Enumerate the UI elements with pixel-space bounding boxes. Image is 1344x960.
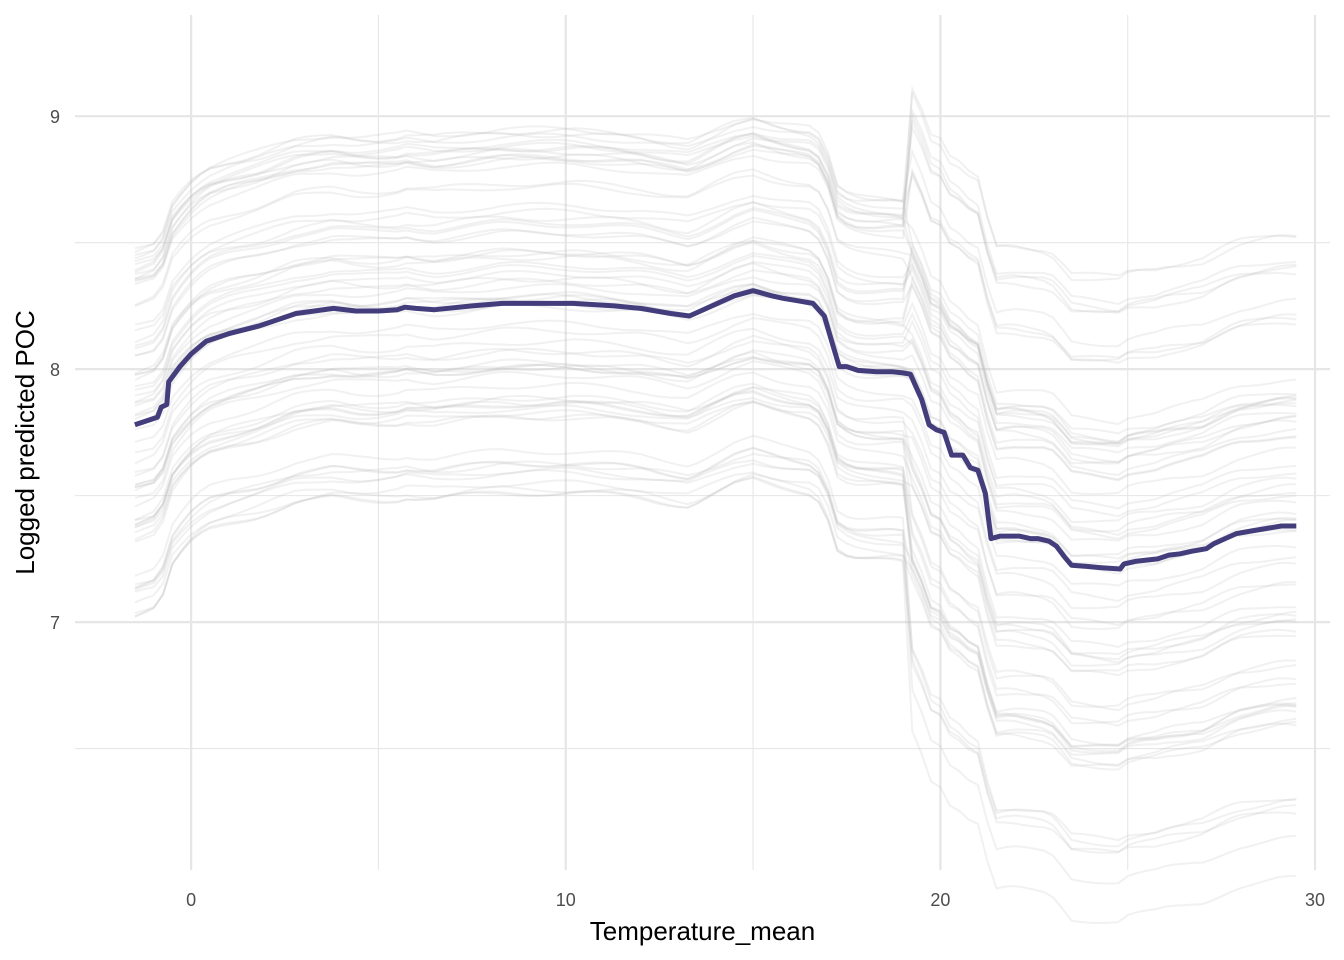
ice-line — [134, 294, 1297, 575]
ice-line — [134, 123, 1297, 314]
tick-labels: 0 10 20 30 7 8 9 — [50, 107, 1325, 910]
y-tick-label: 8 — [50, 360, 60, 380]
ice-line — [134, 400, 1297, 747]
ice-line — [134, 92, 1297, 282]
ice-line — [134, 401, 1297, 748]
ice-line — [134, 141, 1297, 362]
ice-line — [134, 133, 1297, 445]
ice-lines — [134, 85, 1297, 925]
ice-line — [134, 236, 1297, 477]
ice-line — [134, 216, 1297, 443]
ice-line — [134, 340, 1297, 627]
ice-line — [134, 111, 1297, 313]
ice-line — [134, 220, 1297, 481]
ice-line — [134, 360, 1297, 712]
y-axis-title: Logged predicted POC — [10, 310, 40, 575]
ice-line — [134, 282, 1297, 557]
ice-line — [134, 148, 1297, 445]
ice-line — [134, 168, 1297, 446]
ice-line — [134, 473, 1297, 767]
ice-line — [134, 260, 1297, 518]
average-line — [134, 288, 1297, 572]
x-tick-label: 0 — [186, 890, 196, 910]
ice-line — [134, 252, 1297, 510]
ice-line — [134, 350, 1297, 631]
x-tick-label: 30 — [1305, 890, 1325, 910]
ice-line — [134, 399, 1297, 754]
ice-line — [134, 154, 1297, 359]
ice-line — [134, 475, 1297, 854]
ice-line — [134, 476, 1297, 925]
x-tick-label: 20 — [930, 890, 950, 910]
ice-line — [134, 208, 1297, 448]
ice-line — [134, 446, 1297, 771]
x-tick-label: 10 — [556, 890, 576, 910]
grid — [75, 15, 1330, 870]
ice-line — [134, 117, 1297, 348]
ice-line — [134, 174, 1297, 465]
ice-line — [134, 276, 1297, 542]
ice-line — [134, 386, 1297, 727]
ice-line — [134, 471, 1297, 767]
ice-line — [134, 239, 1297, 523]
ice-line — [134, 371, 1297, 667]
ice-line — [134, 119, 1297, 314]
ice-line — [134, 434, 1297, 848]
ice-line — [134, 125, 1297, 364]
ice-line — [134, 316, 1297, 603]
ice-line — [134, 85, 1297, 277]
ice-line — [134, 254, 1297, 540]
ice-line — [134, 312, 1297, 587]
ice-line — [134, 286, 1297, 560]
x-axis-title: Temperature_mean — [590, 916, 815, 946]
average-line-layer — [134, 288, 1297, 572]
ice-line — [134, 356, 1297, 649]
ice-line — [134, 452, 1297, 842]
ice-line — [134, 355, 1297, 656]
ice-line — [134, 391, 1297, 756]
ice-line — [134, 327, 1297, 610]
y-tick-label: 7 — [50, 613, 60, 633]
ice-line — [134, 262, 1297, 533]
ice-line — [134, 382, 1297, 708]
ice-line — [134, 137, 1297, 426]
ice-line — [134, 334, 1297, 661]
ice-line — [134, 118, 1297, 435]
ice-line — [134, 389, 1297, 725]
ice-line — [134, 283, 1297, 565]
ice-line — [134, 349, 1297, 664]
ice-line — [134, 194, 1297, 454]
ice-line — [134, 459, 1297, 748]
ice-line — [134, 206, 1297, 464]
ice-line — [134, 446, 1297, 885]
ice-line — [134, 201, 1297, 446]
ice-line — [134, 239, 1297, 482]
ice-line — [134, 201, 1297, 465]
y-tick-label: 9 — [50, 107, 60, 127]
ice-line — [134, 241, 1297, 495]
ice-line — [134, 106, 1297, 306]
ice-line — [134, 269, 1297, 536]
ice-line — [134, 462, 1297, 853]
ice-line — [134, 396, 1297, 673]
ice-line — [134, 386, 1297, 752]
ice-line — [134, 357, 1297, 677]
